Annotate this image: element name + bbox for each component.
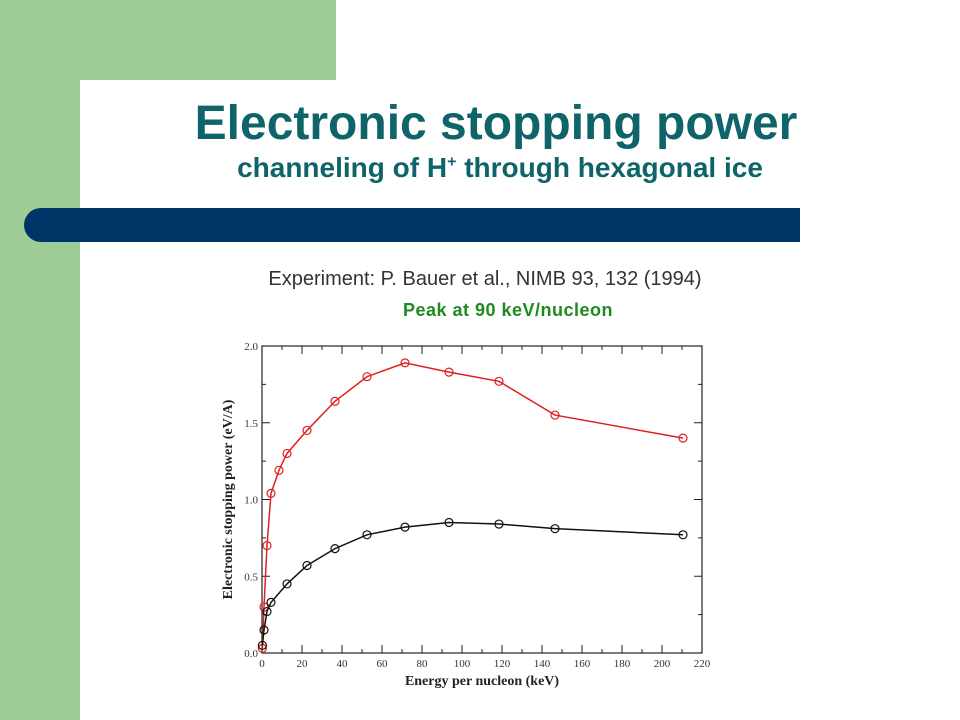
series-1-point — [266, 488, 276, 498]
slide-title: Electronic stopping power — [194, 97, 798, 150]
green-left-band — [0, 0, 80, 720]
series-2-line — [261, 521, 684, 646]
series-1-point — [400, 358, 410, 368]
y-axis-label: Electronic stopping power (eV/A) — [221, 399, 236, 599]
plot-frame — [261, 345, 703, 654]
x-tick-label: 220 — [694, 658, 711, 670]
subtitle-rest: through hexagonal ice — [456, 152, 763, 183]
x-tick-label: 80 — [417, 658, 429, 670]
series-2-point — [330, 544, 340, 554]
series-1-point — [494, 376, 504, 386]
x-tick-label: 40 — [337, 658, 349, 670]
series-2-point — [266, 597, 276, 607]
x-tick-label: 120 — [494, 658, 511, 670]
x-axis-label: Energy per nucleon (keV) — [405, 674, 559, 689]
series-1-point — [282, 448, 292, 459]
series-2-point — [262, 606, 272, 617]
series-2-point — [550, 524, 560, 534]
series-1-point — [262, 540, 272, 551]
series-2-point — [494, 519, 504, 529]
title-underline-bar — [24, 208, 800, 242]
series-2-point — [259, 625, 269, 635]
series-1-point — [259, 602, 269, 612]
x-tick-label: 0 — [259, 658, 265, 670]
series-2-point — [257, 640, 268, 650]
x-tick-label: 20 — [297, 658, 309, 670]
x-tick-label: 140 — [534, 658, 551, 670]
y-tick-label: 2.0 — [244, 341, 258, 353]
y-tick-label: 1.5 — [244, 418, 258, 430]
y-tick-label: 0.0 — [244, 648, 258, 660]
stopping-power-chart: 0 20 40 60 80 100 120 140 160 180 200 220 0.0 0.5 1.0 1… — [221, 341, 711, 689]
slide-subtitle: channeling of H+ through hexagonal ice — [80, 152, 920, 184]
series-2-point — [444, 517, 454, 528]
series-1-point — [330, 396, 340, 406]
experiment-citation: Experiment: P. Bauer et al., NIMB 93, 13… — [268, 268, 702, 290]
y-tick-label: 1.0 — [244, 495, 258, 507]
series-1-point — [444, 367, 454, 377]
series-1-line — [261, 362, 684, 649]
subtitle-main: channeling of H — [237, 152, 448, 183]
peak-note: Peak at 90 keV/nucleon — [402, 300, 614, 320]
subtitle-superscript: + — [447, 153, 457, 171]
x-tick-label: 180 — [614, 658, 631, 670]
series-2-point — [678, 530, 688, 540]
x-tick-label: 200 — [654, 658, 671, 670]
y-tick-label: 0.5 — [244, 571, 258, 583]
series-2-point — [302, 560, 312, 571]
series-1-point — [550, 410, 560, 420]
series-2-point — [282, 579, 292, 589]
x-tick-label: 60 — [377, 658, 389, 670]
series-1-point — [274, 465, 284, 475]
x-tick-label: 100 — [454, 658, 471, 670]
series-2-point — [400, 522, 410, 532]
x-tick-label: 160 — [574, 658, 591, 670]
series-1-point — [302, 425, 312, 436]
series-2-point — [362, 530, 372, 540]
series-1-point — [362, 372, 372, 382]
series-1-point — [678, 433, 688, 443]
green-top-band — [0, 0, 336, 80]
